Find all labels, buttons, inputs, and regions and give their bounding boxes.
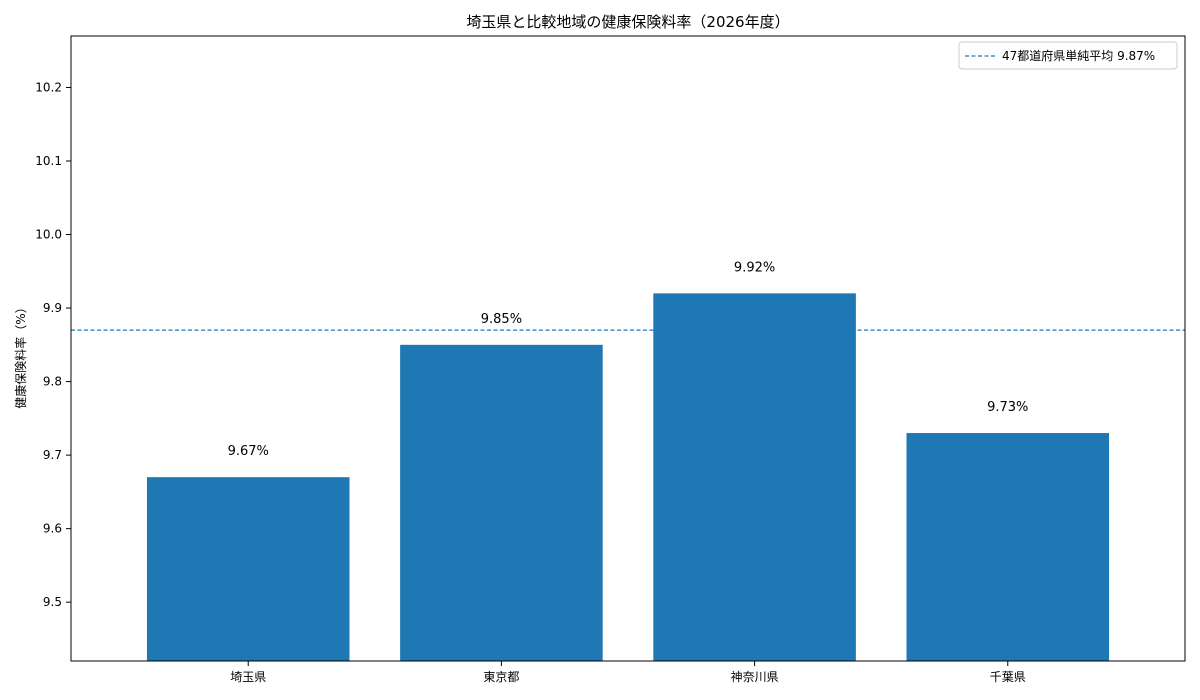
x-tick-label: 神奈川県 (731, 670, 779, 684)
x-tick-label: 千葉県 (990, 670, 1026, 684)
bar-data-label: 9.92% (734, 260, 775, 275)
y-tick-label: 10.1 (35, 154, 62, 168)
x-tick-label: 埼玉県 (230, 670, 266, 684)
y-tick-label: 9.6 (43, 522, 62, 536)
y-axis-title: 健康保険料率（%） (13, 301, 28, 408)
chart-title: 埼玉県と比較地域の健康保険料率（2026年度） (466, 13, 789, 31)
bar-data-label: 9.73% (987, 400, 1028, 415)
plot-frame (70, 35, 1186, 662)
legend-label: 47都道府県単純平均 9.87% (1002, 48, 1155, 63)
bar-data-label: 9.85% (481, 312, 522, 327)
y-tick-label: 9.8 (43, 375, 62, 389)
y-tick-label: 9.7 (43, 448, 62, 462)
bar (400, 344, 603, 661)
y-tick-label: 10.0 (35, 228, 62, 242)
y-tick-label: 9.9 (43, 301, 62, 315)
bar-data-label: 9.67% (228, 444, 269, 459)
legend-box (958, 41, 1178, 70)
bar (146, 477, 350, 661)
x-tick-label: 東京都 (483, 670, 519, 684)
y-tick-label: 10.2 (35, 80, 62, 94)
plot-area: 9.5 9.6 9.7 9.8 9.9 10.0 10.1 10.2 埼玉県 9.67% 東京都 9.… (35, 80, 1185, 684)
legend: 47都道府県単純平均 9.87% (958, 41, 1178, 70)
bar (906, 433, 1110, 661)
bar (653, 293, 856, 661)
y-tick-label: 9.5 (43, 595, 62, 609)
